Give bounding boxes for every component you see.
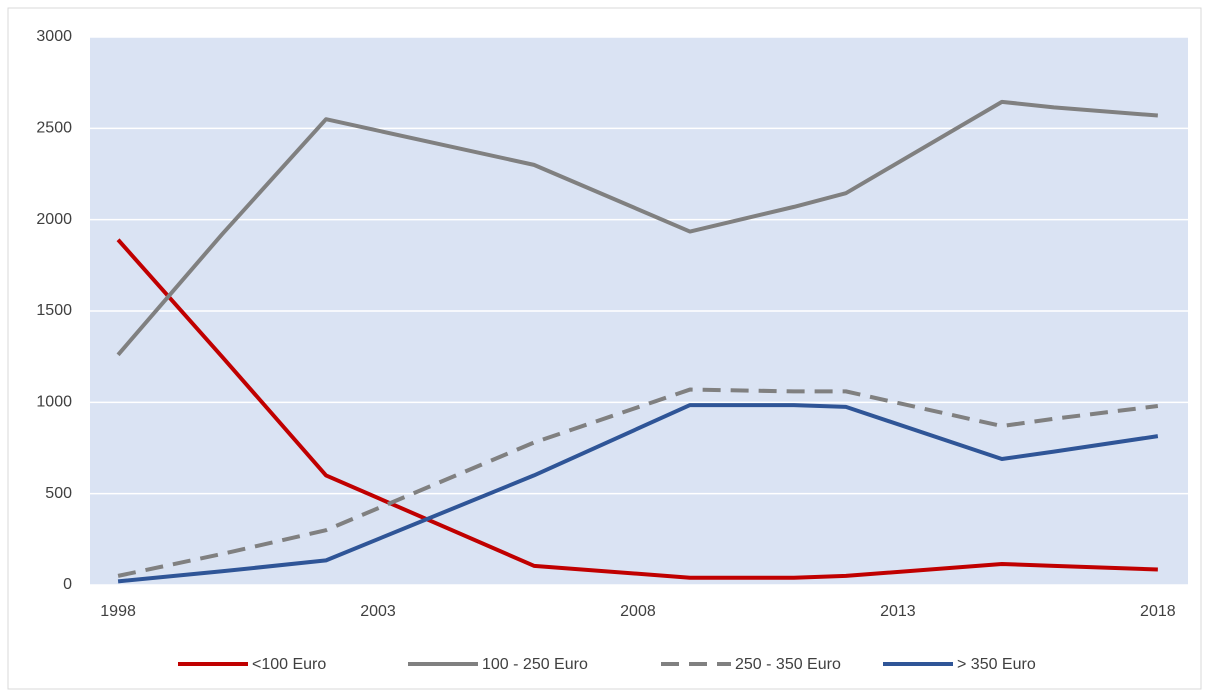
y-tick-label: 0 (63, 576, 72, 593)
x-tick-label: 2003 (360, 603, 396, 620)
legend-label: <100 Euro (252, 656, 326, 673)
x-tick-label: 2018 (1140, 603, 1176, 620)
legend-label: > 350 Euro (957, 656, 1036, 673)
y-tick-label: 500 (45, 485, 72, 502)
y-tick-label: 1500 (36, 302, 72, 319)
legend-label: 250 - 350 Euro (735, 656, 841, 673)
y-tick-label: 3000 (36, 28, 72, 45)
y-tick-label: 1000 (36, 394, 72, 411)
series-line (117, 403, 1159, 584)
y-tick-label: 2500 (36, 120, 72, 137)
y-tick-label: 2000 (36, 211, 72, 228)
x-tick-label: 2013 (880, 603, 916, 620)
series-line (116, 238, 1158, 580)
legend-label: 100 - 250 Euro (482, 656, 588, 673)
series-line (116, 99, 1159, 357)
series-line (117, 387, 1159, 578)
x-tick-label: 1998 (100, 603, 136, 620)
x-tick-label: 2008 (620, 603, 656, 620)
